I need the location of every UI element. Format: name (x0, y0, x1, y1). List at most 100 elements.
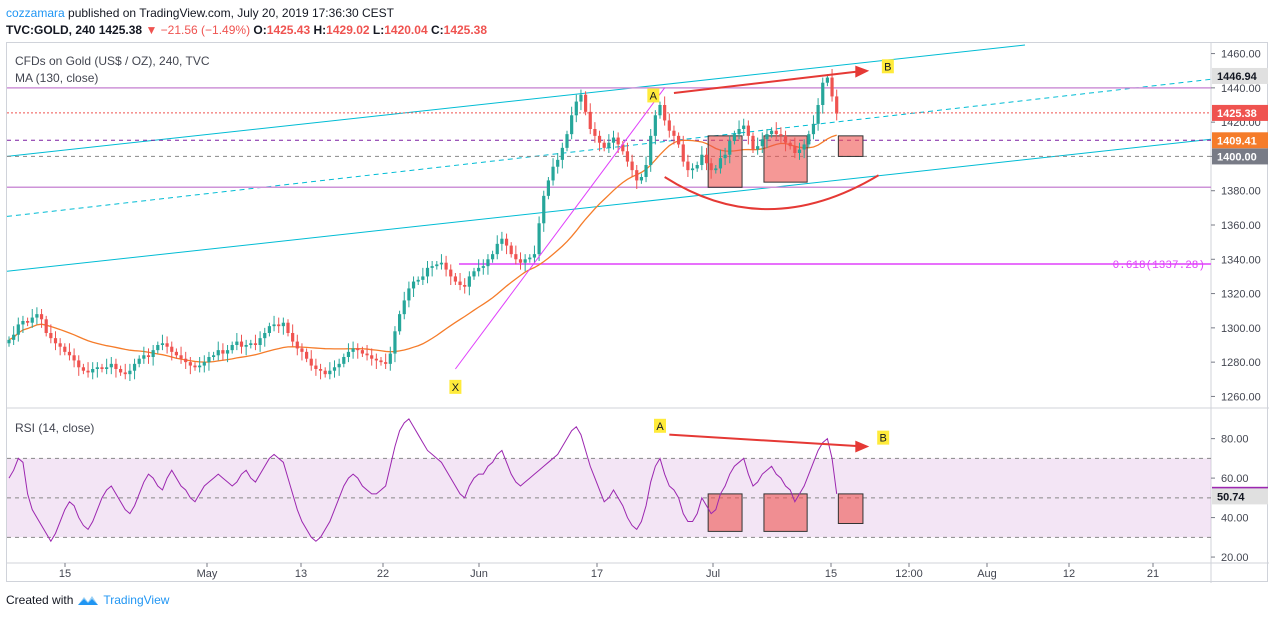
candle-body (337, 363, 341, 368)
candle-body (249, 343, 253, 345)
open-value: 1425.43 (266, 23, 311, 37)
candle-body (67, 351, 72, 356)
candle-body (16, 324, 20, 335)
price-scale-badge-text: 1400.00 (1217, 151, 1257, 163)
candle-body (281, 322, 285, 327)
candle-body (793, 146, 797, 153)
candle-body (737, 129, 741, 135)
candle-body (7, 339, 11, 344)
candle-body (467, 276, 471, 287)
candle-body (756, 146, 760, 150)
pattern-label-x-bg (449, 379, 462, 394)
candle-body (244, 345, 248, 347)
price-tick-label: 1420.00 (1221, 117, 1261, 129)
rsi-tick-label: 60.00 (1221, 473, 1249, 485)
candle-body (797, 149, 802, 153)
candle-body (123, 372, 127, 375)
candle-body (132, 363, 137, 371)
candle-body (546, 180, 550, 196)
candle-body (86, 370, 90, 373)
candle-body (779, 134, 783, 136)
candle-body (184, 358, 188, 363)
pattern-label-b: B (884, 61, 891, 73)
price-scale-badge-text: 1425.38 (1217, 108, 1257, 120)
candle-body (765, 134, 769, 140)
candle-body (560, 147, 564, 160)
tradingview-logo-icon (78, 596, 99, 605)
price-scale-badge (1212, 148, 1268, 165)
channel-lower-line (7, 138, 1212, 272)
candle-body (616, 137, 620, 145)
candle-body (91, 369, 95, 373)
candle-body (12, 334, 16, 340)
candle-body (26, 321, 30, 323)
candle-body (39, 314, 44, 320)
price-tick-label: 1320.00 (1221, 289, 1261, 301)
candle-body (63, 346, 67, 352)
candle-body (574, 101, 578, 116)
candle-body (109, 363, 113, 368)
rsi-highlight-box (837, 493, 864, 525)
candle-body (625, 151, 630, 162)
time-tick-label: May (197, 568, 218, 580)
low-label: L: (372, 23, 385, 37)
candle-body (746, 125, 750, 136)
candle-body (421, 276, 425, 280)
chart-container[interactable]: 1260.00 1280.00 1300.00 1320.00 1340.00 1360.… (6, 42, 1269, 583)
candle-body (718, 158, 723, 169)
candle-body (639, 177, 643, 181)
candle-body (305, 351, 309, 359)
candle-body (174, 351, 178, 356)
candle-body (393, 331, 397, 354)
candle-body (537, 223, 541, 255)
candle-body (816, 105, 820, 124)
candle-body (821, 82, 825, 105)
candle-body (486, 259, 490, 267)
time-tick-label: Jun (470, 568, 488, 580)
candle-body (653, 115, 657, 136)
time-tick-label: Aug (977, 568, 997, 580)
candle-body (216, 350, 220, 356)
time-tick-label: 12 (1063, 568, 1075, 580)
low-value: 1420.04 (384, 23, 428, 37)
candle-body (481, 266, 485, 268)
candle-body (835, 96, 839, 114)
channel-upper-line (7, 44, 1026, 157)
pattern-xa-line (454, 87, 666, 370)
candle-body (602, 142, 606, 148)
candle-body (179, 355, 183, 359)
candle-body (370, 355, 374, 359)
candle-body (667, 120, 671, 131)
close-label: C: (430, 23, 444, 37)
candle-body (160, 343, 165, 345)
time-tick-label: 22 (377, 568, 389, 580)
candle-body (188, 362, 192, 366)
candle-body (663, 105, 667, 121)
candle-body (398, 314, 402, 332)
candle-body (207, 357, 211, 363)
publisher-username[interactable]: cozzamara (6, 6, 65, 20)
rsi-tick-label: 40.00 (1221, 513, 1249, 525)
candle-body (253, 343, 258, 345)
rsi-highlight-box (707, 493, 743, 532)
rsi-arrow-line (669, 433, 865, 448)
candle-body (356, 348, 360, 351)
candle-body (463, 285, 467, 287)
candle-body (751, 135, 755, 150)
candle-body (165, 343, 169, 347)
candle-body (202, 362, 206, 366)
tradingview-brand[interactable]: TradingView (103, 593, 170, 607)
candle-body (295, 341, 299, 349)
candle-body (728, 141, 732, 155)
candle-body (732, 134, 736, 141)
candle-body (384, 362, 388, 364)
pattern-label-a-bg (647, 88, 660, 103)
rsi-tick-label: 80.00 (1221, 434, 1249, 446)
candle-body (495, 243, 499, 255)
candle-body (267, 326, 271, 333)
chart-canvas[interactable]: 1260.001280.001300.001320.001340.001360.… (7, 43, 1269, 583)
candle-body (807, 134, 811, 145)
candle-body (100, 367, 104, 369)
candle-body (272, 324, 276, 327)
candle-body (35, 314, 39, 318)
